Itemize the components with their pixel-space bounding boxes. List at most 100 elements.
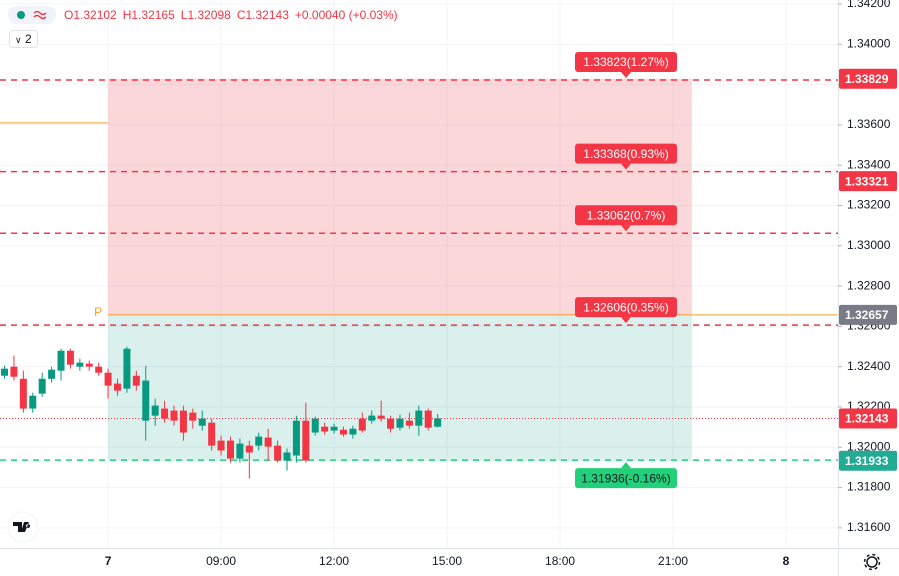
level-badge-tip	[621, 71, 631, 78]
y-tick-label: 1.32000	[847, 439, 891, 453]
candle-body	[226, 440, 234, 459]
candle-body	[85, 363, 93, 367]
y-tick-label: 1.31600	[847, 520, 891, 534]
candle-body	[245, 445, 253, 453]
candle-body	[29, 395, 37, 409]
gear-outer	[863, 553, 881, 571]
price-badge	[839, 171, 897, 192]
candle-body	[292, 420, 300, 456]
y-tick-label: 1.33200	[847, 198, 891, 212]
level-badge-tip	[621, 317, 631, 324]
indicators-toggle[interactable]: ∨ 2	[9, 30, 38, 48]
candle-body	[339, 429, 347, 435]
candle-body	[104, 372, 112, 386]
candle-body	[255, 436, 263, 446]
candle-body	[405, 420, 413, 426]
candle-body	[48, 369, 56, 379]
candle-body	[132, 375, 140, 386]
x-tick-label: 09:00	[206, 554, 236, 568]
price-badge-label: 1.33829	[845, 72, 889, 86]
position-zone	[108, 314, 692, 461]
price-badge	[839, 450, 897, 471]
candle-body	[10, 366, 18, 377]
candle-body	[330, 426, 338, 431]
legend-change: +0.00040 (+0.03%)	[294, 8, 398, 22]
candle-body	[114, 383, 122, 391]
legend-high: H1.32165	[122, 8, 175, 22]
legend-low: L1.32098	[180, 8, 231, 22]
x-tick-label: 21:00	[658, 554, 688, 568]
level-badge: 1.33062(0.7%)	[575, 205, 677, 232]
y-tick-label: 1.32800	[847, 278, 891, 292]
x-tick-label: 18:00	[545, 554, 575, 568]
level-badge-box	[575, 51, 677, 72]
candle-body	[368, 415, 376, 421]
level-badge: 1.33368(0.93%)	[575, 143, 677, 170]
candle-body	[377, 415, 385, 419]
candle-body	[198, 418, 206, 426]
candle-body	[311, 418, 319, 433]
y-tick-label: 1.33600	[847, 117, 891, 131]
price-badge-label: 1.33321	[845, 174, 889, 188]
candle-body	[19, 378, 27, 409]
price-badge-label: 1.32657	[845, 308, 889, 322]
legend-open: O1.32102	[64, 8, 117, 22]
level-badge-tip	[621, 462, 631, 469]
level-badge-label: 1.33368(0.93%)	[583, 147, 668, 161]
candle-body	[76, 362, 84, 367]
candle-body	[358, 418, 366, 431]
logo-mark	[13, 522, 31, 532]
price-badge-label: 1.32143	[845, 412, 889, 426]
candle-body	[189, 412, 197, 421]
price-badge	[839, 304, 897, 325]
candle-body	[95, 366, 103, 373]
candle-body	[66, 350, 74, 365]
y-tick-label: 1.33400	[847, 157, 891, 171]
candle-body	[217, 440, 225, 451]
level-badge: 1.32606(0.35%)	[575, 297, 677, 324]
price-badge-label: 1.31933	[845, 454, 889, 468]
grid	[0, 0, 838, 548]
gear-ring	[866, 556, 878, 568]
candle-body	[415, 410, 423, 426]
level-badge-label: 1.31936(-0.16%)	[581, 471, 670, 485]
position-zone	[108, 78, 692, 315]
level-badge-tip	[621, 225, 631, 232]
y-tick-label: 1.34000	[847, 36, 891, 50]
level-badge-box	[575, 297, 677, 318]
candle-body	[274, 445, 282, 461]
x-tick-label: 12:00	[319, 554, 349, 568]
candle-body	[208, 422, 216, 446]
candle-body	[264, 437, 272, 447]
candle-body	[142, 380, 150, 421]
candle-body	[1, 368, 9, 376]
level-badge-label: 1.33823(1.27%)	[583, 55, 668, 69]
y-tick-label: 1.32400	[847, 359, 891, 373]
level-badge-box	[575, 205, 677, 226]
candle-body	[396, 418, 404, 428]
candle-body	[151, 405, 159, 416]
y-tick-label: 1.33000	[847, 238, 891, 252]
candle-body	[302, 420, 310, 461]
candle-body	[170, 410, 178, 421]
level-badge-tip	[621, 163, 631, 170]
candle-body	[349, 428, 357, 435]
candle-body	[236, 443, 244, 459]
pivot-label: P	[94, 305, 102, 319]
settings-button[interactable]	[863, 553, 881, 571]
candle-body	[424, 410, 432, 428]
candle-body	[179, 410, 187, 433]
candle-body	[434, 418, 442, 427]
tradingview-logo	[7, 511, 39, 543]
level-badge-label: 1.33062(0.7%)	[587, 208, 666, 222]
level-badge: 1.31936(-0.16%)	[575, 462, 677, 489]
candle-body	[38, 378, 46, 394]
legend-close: C1.32143	[236, 8, 289, 22]
y-tick-label: 1.31800	[847, 480, 891, 494]
y-tick-label: 1.34200	[847, 0, 891, 10]
legend-icons[interactable]	[8, 5, 58, 25]
x-tick-label: 7	[105, 554, 112, 568]
price-badge	[839, 408, 897, 429]
